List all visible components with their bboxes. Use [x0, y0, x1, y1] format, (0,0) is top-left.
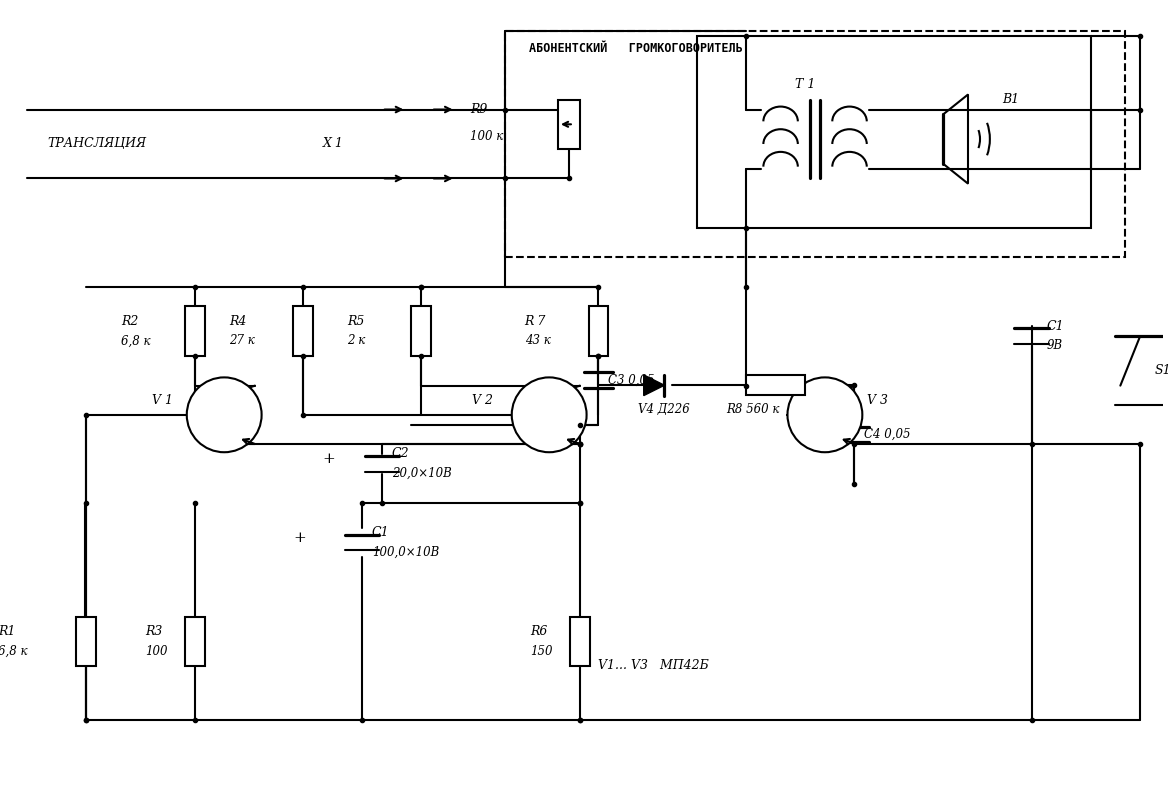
Text: V 1: V 1 [152, 394, 174, 407]
Text: R4: R4 [229, 315, 246, 328]
Text: 150: 150 [530, 645, 554, 658]
Text: 9В: 9В [1046, 340, 1063, 353]
Bar [185, 307, 204, 356]
Text: R5: R5 [347, 315, 365, 328]
Text: R9: R9 [470, 103, 488, 116]
Text: 100 к: 100 к [470, 130, 503, 142]
Text: V 2: V 2 [473, 394, 494, 407]
Text: V 3: V 3 [867, 394, 888, 407]
Text: C1: C1 [372, 526, 389, 539]
Text: R2: R2 [121, 315, 138, 328]
Text: C2: C2 [392, 448, 409, 460]
Text: В1: В1 [1002, 93, 1019, 106]
Bar [76, 617, 96, 666]
Bar [589, 307, 609, 356]
Bar [185, 617, 204, 666]
Text: 100: 100 [145, 645, 168, 658]
Text: Т 1: Т 1 [795, 78, 815, 92]
Text: Х 1: Х 1 [323, 138, 344, 151]
Text: +: + [323, 452, 335, 466]
Bar [558, 100, 579, 149]
Text: ТРАНСЛЯЦИЯ: ТРАНСЛЯЦИЯ [47, 138, 147, 151]
Text: 6,8 к: 6,8 к [121, 334, 150, 348]
Circle shape [511, 378, 586, 452]
Text: R 7: R 7 [524, 315, 545, 328]
Text: R3: R3 [145, 625, 163, 638]
Circle shape [787, 378, 862, 452]
Bar [746, 375, 805, 395]
Circle shape [187, 378, 262, 452]
Bar [293, 307, 313, 356]
Text: V4 Д226: V4 Д226 [638, 403, 690, 416]
Text: +: + [293, 530, 306, 544]
Text: С1: С1 [1046, 320, 1064, 332]
Text: R6: R6 [530, 625, 548, 638]
Text: С4 0,05: С4 0,05 [865, 428, 910, 441]
Text: 6,8 к: 6,8 к [0, 645, 27, 658]
Text: 100,0×10В: 100,0×10В [372, 546, 439, 559]
Text: С3 0,05: С3 0,05 [609, 374, 655, 387]
Bar [412, 307, 430, 356]
Text: 43 к: 43 к [524, 334, 550, 348]
Text: V1... V3   МП42Б: V1... V3 МП42Б [598, 659, 710, 672]
Text: R8 560 к: R8 560 к [726, 403, 780, 416]
Bar [570, 617, 590, 666]
Text: 27 к: 27 к [229, 334, 255, 348]
Text: S1: S1 [1154, 365, 1172, 378]
Polygon shape [644, 375, 664, 395]
Text: R1: R1 [0, 625, 15, 638]
Bar [504, 31, 1125, 258]
Bar [697, 35, 1091, 228]
Text: АБОНЕНТСКИЙ   ГРОМКОГОВОРИТЕЛЬ: АБОНЕНТСКИЙ ГРОМКОГОВОРИТЕЛЬ [529, 42, 744, 55]
Text: 2 к: 2 к [347, 334, 366, 348]
Text: 20,0×10В: 20,0×10В [392, 467, 452, 480]
